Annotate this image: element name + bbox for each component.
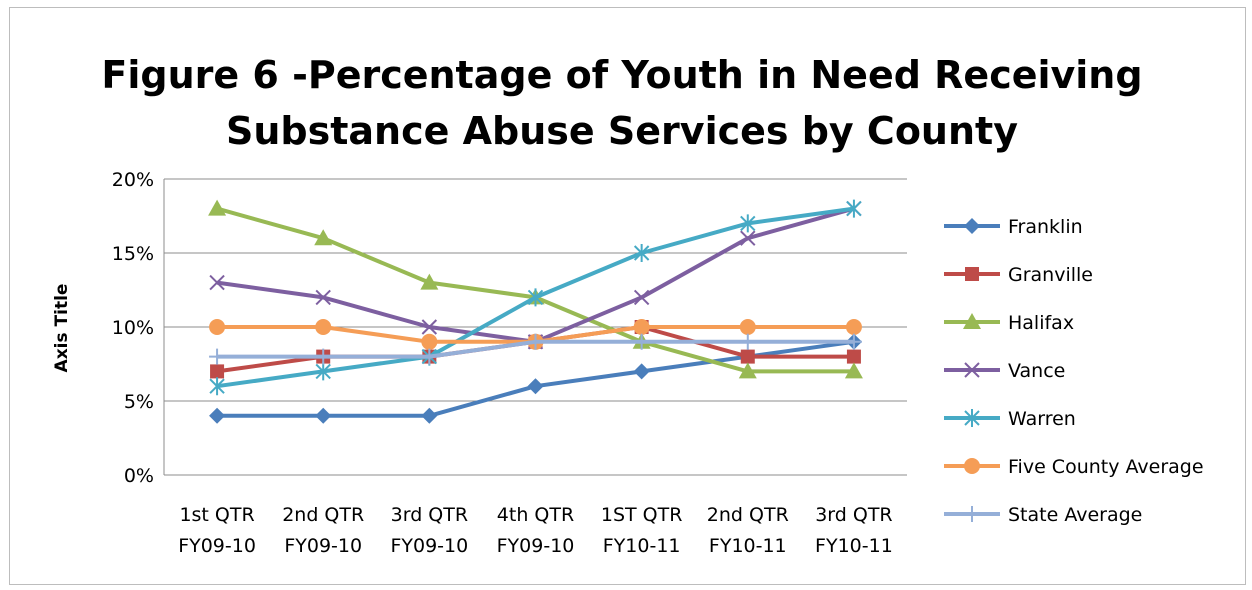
- x-axis-ticks: 1st QTR FY09-10 2nd QTR FY09-10 3rd QTR FY09-…: [178, 504, 893, 557]
- data-point: [315, 319, 332, 335]
- legend-marker: [963, 313, 981, 329]
- x-tick-label: 2nd QTR: [282, 504, 364, 526]
- legend-item-five-county-average: Five County Average: [944, 456, 1204, 478]
- line-chart: Figure 6 -Percentage of Youth in Need Re…: [52, 53, 1204, 557]
- chart-title-line-2: Substance Abuse Services by County: [226, 109, 1018, 153]
- data-point: [315, 407, 332, 424]
- x-tick-label: FY09-10: [284, 535, 362, 557]
- x-tick-label: FY10-11: [603, 535, 681, 557]
- data-point: [209, 377, 225, 396]
- x-tick-label: 1ST QTR: [601, 504, 683, 526]
- data-point: [739, 319, 756, 335]
- data-point: [420, 273, 439, 290]
- legend-item-state-average: State Average: [944, 504, 1142, 526]
- legend-label: Halifax: [1008, 312, 1074, 334]
- data-point: [315, 289, 331, 306]
- legend-item-vance: Vance: [944, 360, 1065, 382]
- data-point: [421, 407, 438, 424]
- series-state-average: [209, 333, 862, 365]
- data-point: [527, 288, 544, 307]
- x-tick-label: 1st QTR: [179, 504, 254, 526]
- y-tick-label: 0%: [124, 465, 154, 487]
- y-axis-title: Axis Title: [52, 284, 72, 373]
- chart-title-line-1: Figure 6 -Percentage of Youth in Need Re…: [101, 53, 1142, 97]
- x-tick-label: FY09-10: [178, 535, 256, 557]
- data-point: [421, 319, 438, 335]
- data-point: [421, 333, 438, 350]
- data-point: [633, 289, 650, 306]
- data-point: [738, 362, 757, 379]
- legend-item-warren: Warren: [944, 408, 1076, 430]
- legend-label: Five County Average: [1008, 456, 1204, 478]
- data-point: [633, 333, 650, 350]
- data-point: [315, 362, 331, 381]
- data-point: [844, 362, 863, 379]
- series-warren: [209, 199, 862, 396]
- legend: Franklin Granville Halifax Vance Warren Five …: [944, 216, 1204, 526]
- legend-marker: [964, 218, 980, 234]
- data-point: [209, 407, 226, 424]
- x-tick-label: 3rd QTR: [815, 504, 892, 526]
- data-point: [633, 319, 650, 335]
- legend-marker: [964, 409, 980, 427]
- y-tick-label: 5%: [124, 391, 154, 413]
- data-point: [633, 244, 650, 262]
- data-point: [421, 348, 438, 365]
- data-point: [739, 333, 756, 350]
- data-point: [740, 230, 756, 246]
- legend-marker: [965, 267, 979, 281]
- y-tick-label: 20%: [112, 169, 154, 191]
- x-tick-label: FY09-10: [497, 535, 575, 557]
- legend-marker: [964, 362, 980, 378]
- chart-area: Figure 6 -Percentage of Youth in Need Re…: [9, 7, 1246, 585]
- legend-label: Franklin: [1008, 216, 1083, 238]
- legend-marker: [964, 458, 980, 474]
- series-lines: [208, 199, 863, 424]
- data-point: [527, 378, 544, 395]
- x-tick-label: 3rd QTR: [391, 504, 468, 526]
- y-tick-label: 10%: [112, 317, 154, 339]
- x-tick-label: FY10-11: [709, 535, 787, 557]
- legend-item-granville: Granville: [944, 264, 1093, 286]
- x-tick-label: 2nd QTR: [707, 504, 789, 526]
- data-point: [315, 348, 332, 365]
- legend-label: State Average: [1008, 504, 1142, 526]
- y-tick-label: 15%: [112, 243, 154, 265]
- data-point: [740, 349, 755, 364]
- data-point: [527, 333, 544, 350]
- data-point: [845, 333, 862, 350]
- x-tick-label: 4th QTR: [497, 504, 574, 526]
- data-point: [314, 229, 333, 246]
- data-point: [209, 274, 225, 291]
- legend-item-halifax: Halifax: [944, 312, 1074, 334]
- series-line: [216, 206, 855, 344]
- data-point: [846, 349, 861, 364]
- legend-label: Granville: [1008, 264, 1093, 286]
- legend-marker: [964, 506, 980, 522]
- data-point: [846, 199, 862, 218]
- legend-label: Warren: [1008, 408, 1076, 430]
- x-tick-label: FY10-11: [815, 535, 893, 557]
- data-point: [633, 363, 650, 380]
- data-point: [740, 214, 756, 233]
- y-axis-ticks: 0% 5% 10% 15% 20%: [112, 169, 154, 487]
- legend-label: Vance: [1008, 360, 1065, 382]
- data-point: [845, 319, 862, 335]
- data-point: [208, 199, 227, 216]
- data-point: [209, 348, 226, 365]
- data-point: [210, 364, 225, 379]
- legend-item-franklin: Franklin: [944, 216, 1083, 238]
- x-tick-label: FY09-10: [390, 535, 468, 557]
- data-point: [209, 319, 226, 335]
